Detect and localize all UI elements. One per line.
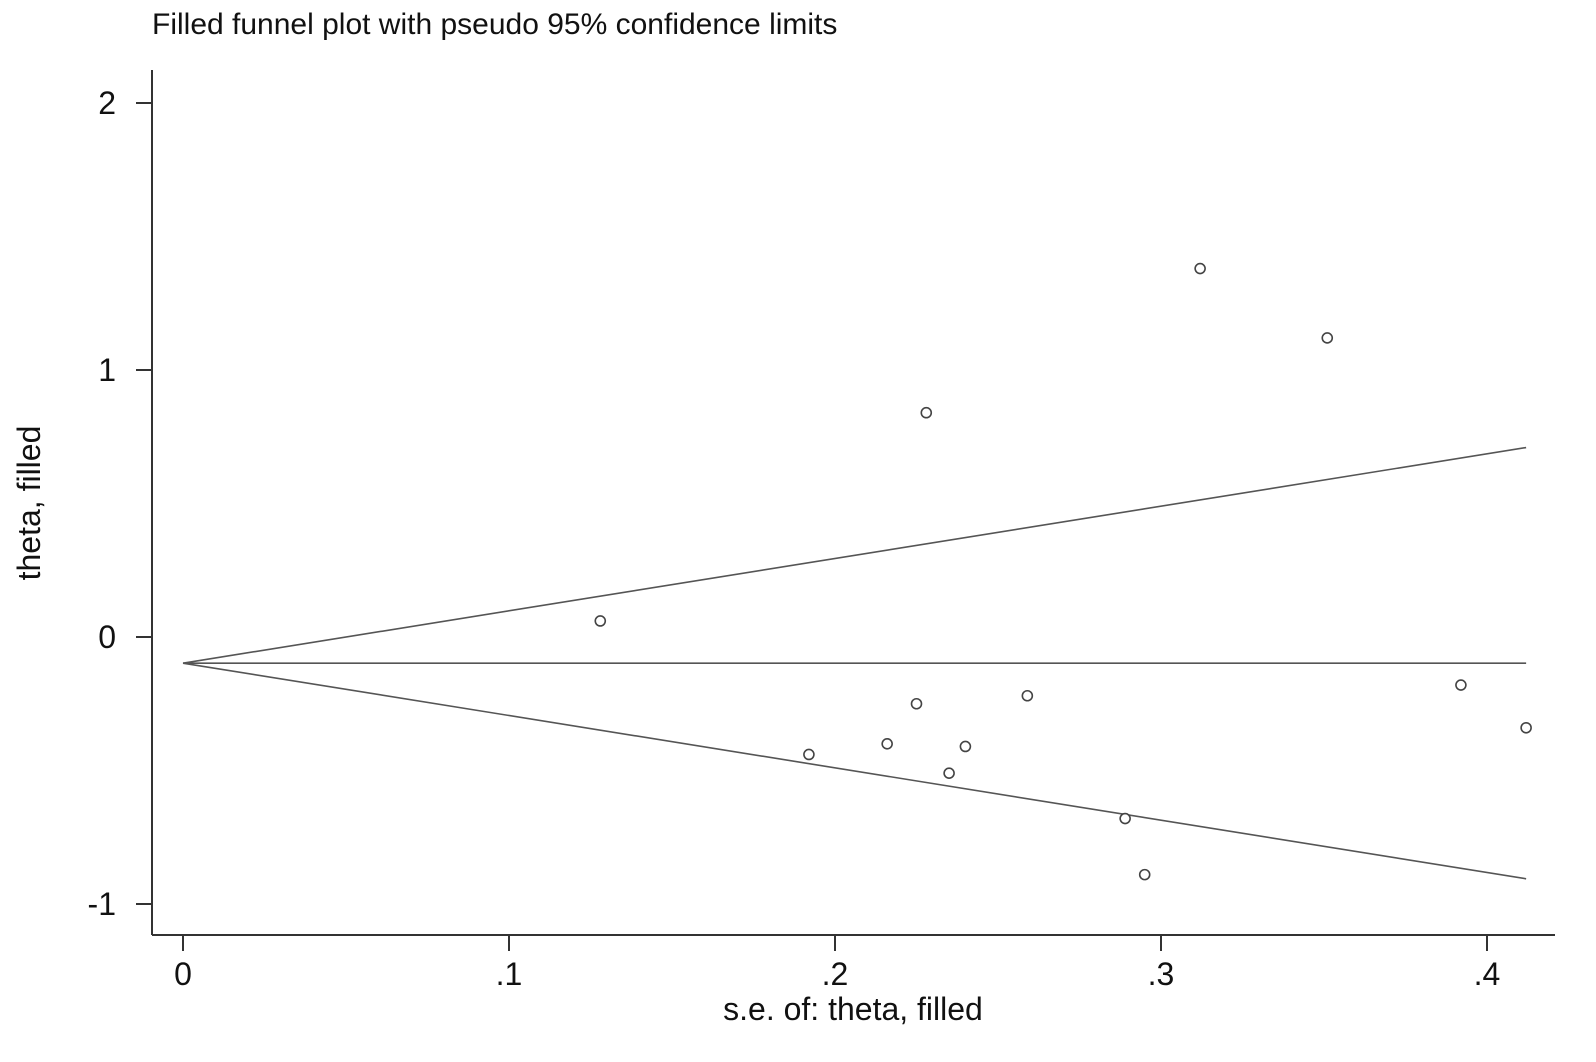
y-ticks: -1 0 1 2	[88, 85, 152, 922]
study-point	[1021, 689, 1034, 702]
upper-confidence-limit	[182, 446, 1527, 664]
y-tick-label: -1	[88, 886, 116, 922]
study-point	[1138, 868, 1151, 881]
x-tick-label: .4	[1474, 956, 1501, 992]
y-tick-label: 0	[98, 619, 116, 655]
lower-confidence-limit	[182, 662, 1527, 880]
x-ticks: 0 .1 .2 .3 .4	[174, 935, 1500, 992]
study-point	[1119, 812, 1131, 825]
study-point	[1194, 262, 1206, 275]
x-tick-label: 0	[174, 956, 192, 992]
funnel-lines	[182, 446, 1527, 880]
x-tick-label: .3	[1148, 956, 1175, 992]
study-point	[959, 740, 972, 753]
study-point	[920, 406, 933, 419]
chart-title: Filled funnel plot with pseudo 95% confi…	[152, 8, 838, 41]
study-point	[910, 697, 923, 710]
x-tick-label: .1	[496, 956, 523, 992]
study-point	[803, 748, 815, 761]
study-point	[1520, 721, 1532, 734]
y-tick-label: 1	[98, 352, 116, 388]
data-points	[594, 262, 1532, 881]
study-point	[943, 767, 955, 779]
axes	[151, 70, 1555, 936]
y-tick-label: 2	[98, 85, 116, 121]
study-point	[594, 615, 607, 627]
x-axis-label: s.e. of: theta, filled	[723, 991, 983, 1027]
study-point	[1455, 679, 1467, 691]
study-point	[1321, 332, 1334, 344]
y-axis-label: theta, filled	[11, 426, 47, 581]
study-point	[881, 737, 893, 750]
x-tick-label: .2	[822, 956, 849, 992]
